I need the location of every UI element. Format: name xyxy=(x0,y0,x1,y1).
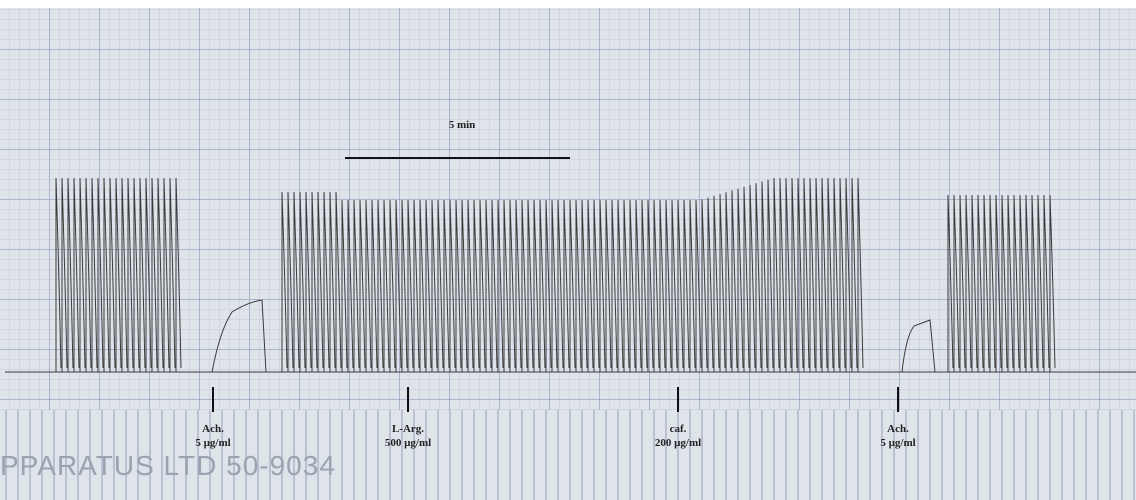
dose-label: 5 µg/ml xyxy=(880,437,915,449)
scale-bar-label: 5 min xyxy=(449,119,476,131)
kymograph-figure: PPARATUS LTD 50-9034 5 min Ach. 5 µg/ml L-… xyxy=(0,0,1136,500)
dose-label: 200 µg/ml xyxy=(655,437,701,449)
paper-print: PPARATUS LTD 50-9034 xyxy=(0,450,336,481)
drug-label: L-Arg. xyxy=(392,423,424,435)
drug-label: caf. xyxy=(670,423,687,435)
dose-label: 500 µg/ml xyxy=(385,437,431,449)
dose-label: 5 µg/ml xyxy=(195,437,230,449)
drug-label: Ach. xyxy=(887,423,909,435)
drug-label: Ach. xyxy=(202,423,224,435)
